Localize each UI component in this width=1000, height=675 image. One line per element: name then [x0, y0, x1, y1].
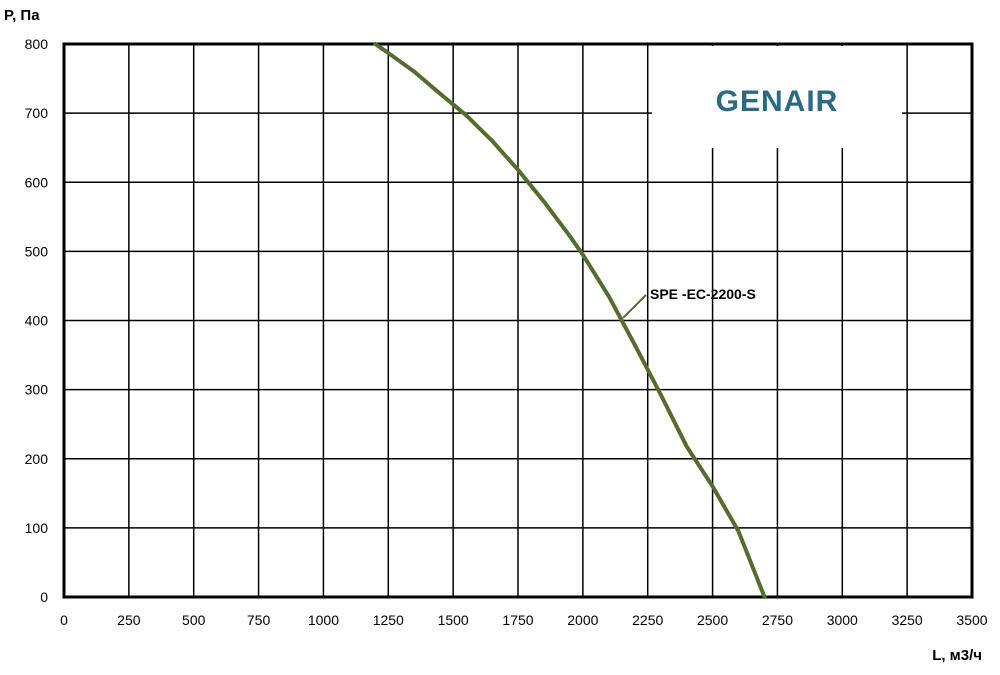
x-tick-labels: 0 250 500 750 1000 1250 1500 1750 2000 2250 2500 27… — [60, 612, 988, 628]
logo-background — [652, 46, 902, 148]
x-axis-title: L, м3/ч — [932, 647, 982, 664]
x-tick-label: 1750 — [502, 612, 533, 628]
series-label: SPE -EC-2200-S — [650, 286, 756, 302]
x-tick-label: 3500 — [956, 612, 987, 628]
y-axis-title: P, Па — [4, 7, 40, 24]
y-tick-label: 600 — [25, 174, 49, 190]
x-tick-label: 0 — [60, 612, 68, 628]
x-tick-label: 250 — [117, 612, 141, 628]
y-tick-label: 0 — [40, 589, 48, 605]
y-tick-label: 700 — [25, 105, 49, 121]
y-tick-label: 500 — [25, 243, 49, 259]
x-tick-label: 2500 — [697, 612, 728, 628]
x-tick-label: 3250 — [892, 612, 923, 628]
x-tick-label: 2750 — [762, 612, 793, 628]
series-label-leader — [622, 294, 647, 319]
y-tick-label: 300 — [25, 382, 49, 398]
x-tick-label: 2250 — [632, 612, 663, 628]
y-tick-label: 400 — [25, 313, 49, 329]
x-tick-label: 1000 — [308, 612, 339, 628]
series-lines — [373, 42, 767, 599]
x-tick-label: 2000 — [567, 612, 598, 628]
x-tick-label: 3000 — [827, 612, 858, 628]
x-tick-label: 1500 — [438, 612, 469, 628]
logo-text: GENAIR — [716, 85, 839, 118]
x-tick-label: 750 — [247, 612, 271, 628]
x-tick-label: 500 — [182, 612, 206, 628]
y-tick-labels: 0 100 200 300 400 500 600 700 800 — [25, 36, 49, 605]
plot-frame — [62, 42, 974, 599]
y-tick-label: 800 — [25, 36, 49, 52]
logo-box: GENAIR — [652, 46, 902, 148]
x-tick-label: 1250 — [373, 612, 404, 628]
series-line — [373, 42, 767, 599]
series-label-group: SPE -EC-2200-S — [622, 286, 756, 319]
y-tick-label: 100 — [25, 520, 49, 536]
y-tick-label: 200 — [25, 451, 49, 467]
